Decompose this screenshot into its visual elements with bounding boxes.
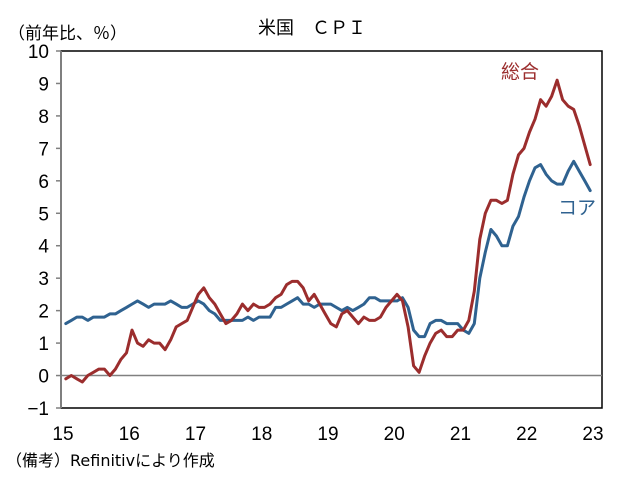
y-tick-label: 4	[38, 237, 49, 258]
y-tick-label: 7	[38, 139, 49, 160]
y-tick-label: 9	[38, 74, 49, 95]
plot-area-border	[60, 50, 603, 409]
x-tick-label: 20	[384, 424, 405, 445]
x-tick-label: 17	[185, 424, 206, 445]
x-tick-label: 18	[251, 424, 272, 445]
y-axis: −1 0 1 2 3 4 5 6 7 8 9 10	[27, 42, 61, 420]
headline-series-label: 総合	[501, 61, 539, 83]
chart-title: 米国 ＣＰＩ	[258, 18, 366, 39]
y-tick-label: 6	[38, 172, 49, 193]
y-tick-label: 5	[38, 204, 49, 225]
y-tick-label: 0	[38, 367, 49, 388]
x-tick-label: 21	[450, 424, 471, 445]
y-tick-label: 2	[38, 302, 49, 323]
y-tick-label: −1	[27, 399, 49, 420]
y-axis-unit-label: （前年比、％）	[8, 24, 127, 44]
x-tick-label: 23	[582, 424, 603, 445]
y-tick-label: 8	[38, 107, 49, 128]
plot-frame	[60, 50, 603, 409]
x-tick-label: 22	[516, 424, 537, 445]
series-lines	[64, 78, 592, 384]
y-tick-label: 3	[38, 269, 49, 290]
core-cpi-line	[64, 159, 592, 339]
x-tick-label: 19	[317, 424, 338, 445]
y-tick-label: 10	[28, 42, 49, 63]
source-note: （備考）Refinitivにより作成	[6, 451, 215, 470]
y-tick-label: 1	[38, 334, 49, 355]
x-tick-label: 15	[52, 424, 73, 445]
x-tick-label: 16	[119, 424, 140, 445]
core-series-label: コア	[558, 197, 596, 219]
x-axis: 15 16 17 18 19 20 21 22 23	[52, 424, 603, 445]
headline-cpi-line	[64, 78, 592, 384]
